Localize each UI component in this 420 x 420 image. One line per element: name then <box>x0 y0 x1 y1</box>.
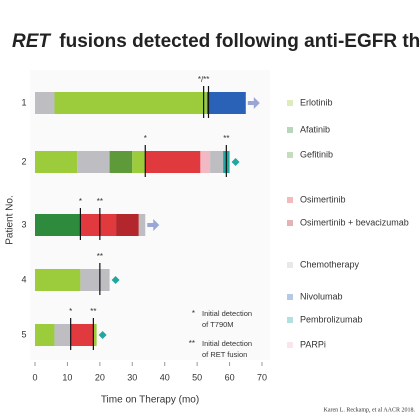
ongoing-arrow <box>247 97 260 109</box>
therapy-segment <box>80 214 117 236</box>
x-tick-label: 0 <box>32 372 37 382</box>
therapy-segment <box>35 269 81 291</box>
legend-label: Osimertinib + bevacizumab <box>300 217 409 227</box>
y-axis-label: Patient No. <box>5 195 16 244</box>
y-tick-label: 2 <box>21 156 26 166</box>
marker-label: */** <box>198 75 210 84</box>
marker-label: * <box>69 307 72 316</box>
therapy-segment <box>70 324 94 346</box>
x-tick-label: 40 <box>160 372 170 382</box>
title-emphasis: RET <box>12 31 51 52</box>
therapy-segment <box>109 151 133 173</box>
therapy-segment <box>93 324 97 346</box>
therapy-segment <box>35 214 81 236</box>
therapy-segment <box>206 92 246 114</box>
x-axis-label: Time on Therapy (mo) <box>101 395 199 406</box>
therapy-segment <box>138 214 146 236</box>
key-text: of T790M <box>202 320 234 329</box>
legend-label: Pembrolizumab <box>300 314 363 324</box>
marker-label: ** <box>97 252 103 261</box>
key-text: Initial detection <box>202 309 252 318</box>
legend-label: Osimertinib <box>300 194 346 204</box>
therapy-segment <box>35 92 55 114</box>
legend-swatch <box>287 342 293 348</box>
end-diamond <box>111 276 120 284</box>
key-symbol: * <box>192 309 195 318</box>
x-tick-label: 50 <box>192 372 202 382</box>
key-text: of RET fusion <box>202 350 247 359</box>
y-tick-label: 1 <box>21 97 26 107</box>
x-tick-label: 70 <box>257 372 267 382</box>
therapy-segment <box>35 151 78 173</box>
x-tick-label: 20 <box>95 372 105 382</box>
legend-label: Erlotinib <box>300 97 333 107</box>
x-tick-label: 60 <box>225 372 235 382</box>
x-tick-label: 30 <box>127 372 137 382</box>
y-tick-label: 3 <box>21 219 26 229</box>
therapy-segment <box>80 269 110 291</box>
legend-label: PARPi <box>300 339 326 349</box>
legend-swatch <box>287 317 293 323</box>
therapy-segment <box>35 324 55 346</box>
end-diamond <box>98 331 107 339</box>
legend-swatch <box>287 294 293 300</box>
citation: Karen L. Reckamp, et al AACR 2018. <box>324 407 416 413</box>
legend-swatch <box>287 262 293 268</box>
therapy-segment <box>145 151 201 173</box>
therapy-segment <box>132 151 146 173</box>
therapy-segment <box>77 151 110 173</box>
legend-swatch <box>287 220 293 226</box>
marker-label: * <box>79 197 82 206</box>
legend-swatch <box>287 197 293 203</box>
legend-label: Gefitinib <box>300 149 333 159</box>
key-text: Initial detection <box>202 339 252 348</box>
marker-label: ** <box>90 307 96 316</box>
therapy-segment <box>210 151 224 173</box>
ongoing-arrow <box>147 219 160 231</box>
y-tick-label: 4 <box>21 274 26 284</box>
marker-label: * <box>144 134 147 143</box>
therapy-segment <box>116 214 139 236</box>
marker-label: ** <box>223 134 229 143</box>
legend-swatch <box>287 152 293 158</box>
legend-label: Chemotherapy <box>300 259 360 269</box>
therapy-segment <box>54 92 207 114</box>
title-text: fusions detected following anti-EGFR the… <box>59 31 420 52</box>
therapy-segment <box>200 151 211 173</box>
legend-label: Afatinib <box>300 124 330 134</box>
legend-swatch <box>287 127 293 133</box>
legend-label: Nivolumab <box>300 291 343 301</box>
key-symbol: ** <box>189 339 195 348</box>
legend-swatch <box>287 100 293 106</box>
end-diamond <box>231 158 240 166</box>
chart-title: RET fusions detected following anti-EGFR… <box>12 31 420 52</box>
y-tick-label: 5 <box>21 329 26 339</box>
x-tick-label: 10 <box>62 372 72 382</box>
marker-label: ** <box>97 197 103 206</box>
therapy-segment <box>54 324 71 346</box>
